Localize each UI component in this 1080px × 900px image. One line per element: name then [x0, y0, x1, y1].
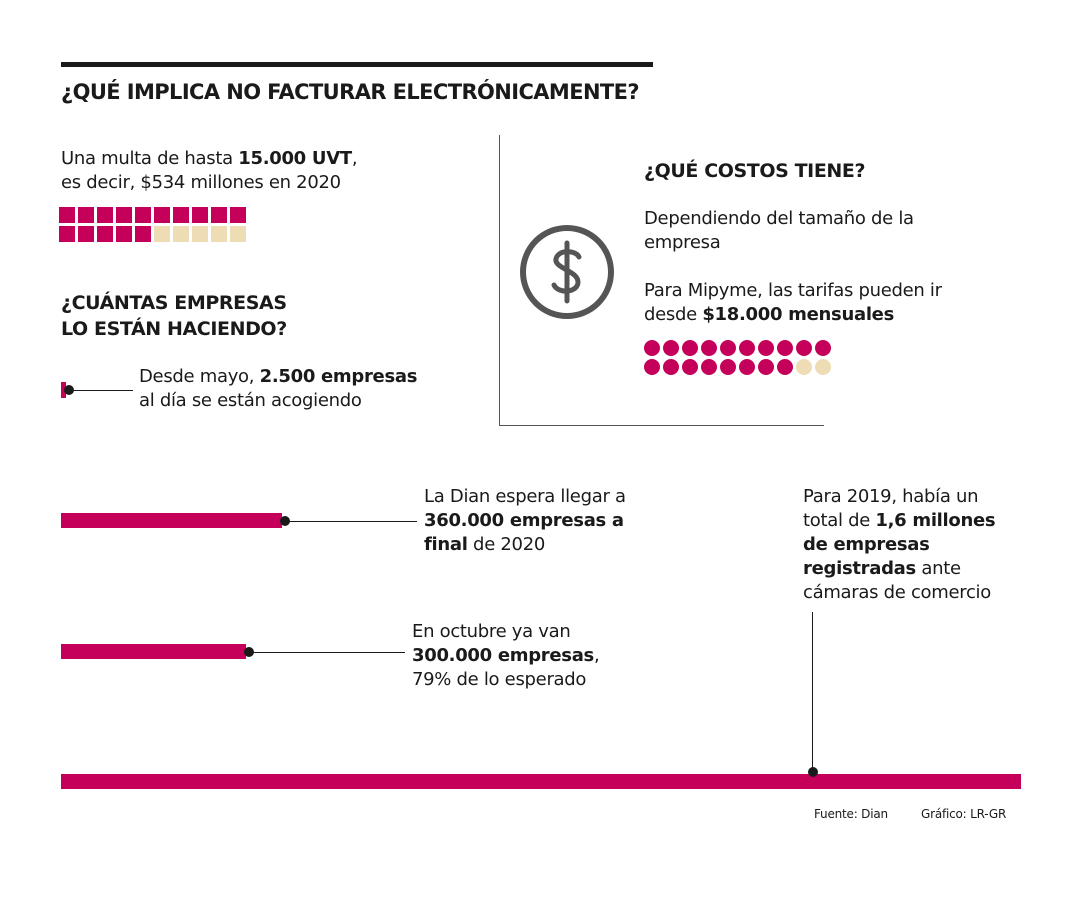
- fine-square-filled: [59, 207, 75, 223]
- companies-heading-line1: ¿CUÁNTAS EMPRESAS: [61, 292, 287, 314]
- companies-line2: al día se están acogiendo: [139, 390, 362, 411]
- registered-line4-bold: registradas: [803, 558, 916, 579]
- fine-square-filled: [78, 207, 94, 223]
- registered-leader: [812, 612, 813, 772]
- goal-text: La Dian espera llegar a 360.000 empresas…: [424, 485, 626, 557]
- daily-companies-leader: [69, 390, 133, 391]
- title-rule: [61, 62, 653, 67]
- companies-amount: 2.500 empresas: [259, 366, 418, 387]
- october-line2-post: ,: [593, 645, 600, 666]
- fine-text: Una multa de hasta 15.000 UVT, es decir,…: [61, 147, 358, 195]
- fine-square-filled: [211, 207, 227, 223]
- cost-dot-filled: [815, 340, 831, 356]
- goal-line2: 360.000 empresas a: [424, 510, 624, 531]
- registered-bar: [61, 774, 1021, 789]
- goal-line1: La Dian espera llegar a: [424, 486, 626, 507]
- goal-bar: [61, 513, 282, 528]
- costs-p2-line1: Para Mipyme, las tarifas pueden ir: [644, 280, 942, 301]
- goal-line3-post: de 2020: [467, 534, 545, 555]
- cost-dot-filled: [682, 340, 698, 356]
- cost-dot-filled: [644, 340, 660, 356]
- credit-label: Gráfico: LR-GR: [921, 807, 1007, 821]
- registered-amount: 1,6 millones: [875, 510, 996, 531]
- fine-line1-pre: Una multa de hasta: [61, 148, 239, 169]
- fine-square-filled: [192, 207, 208, 223]
- cost-dot-filled: [720, 359, 736, 375]
- cost-dot-filled: [758, 359, 774, 375]
- dollar-coin-icon: [520, 225, 614, 319]
- fine-square-filled: [230, 207, 246, 223]
- cost-dot-filled: [644, 359, 660, 375]
- registered-line4-post: ante: [915, 558, 961, 579]
- fine-square-filled: [59, 226, 75, 242]
- costs-box-bottom-border: [499, 425, 824, 426]
- costs-box-left-border: [499, 135, 500, 426]
- costs-p1-line2: empresa: [644, 232, 721, 253]
- fine-square-empty: [173, 226, 189, 242]
- companies-text: Desde mayo, 2.500 empresas al día se est…: [139, 365, 417, 413]
- october-text: En octubre ya van 300.000 empresas, 79% …: [412, 620, 600, 692]
- cost-dot-filled: [720, 340, 736, 356]
- october-amount: 300.000 empresas: [412, 645, 594, 666]
- october-bar: [61, 644, 246, 659]
- fine-square-filled: [173, 207, 189, 223]
- registered-pin: [808, 767, 818, 777]
- cost-dot-filled: [682, 359, 698, 375]
- fine-line1-post: ,: [351, 148, 358, 169]
- cost-dot-filled: [777, 340, 793, 356]
- fine-line2: es decir, $534 millones en 2020: [61, 172, 341, 193]
- cost-dot-filled: [701, 359, 717, 375]
- fine-square-filled: [97, 207, 113, 223]
- page-title: ¿QUÉ IMPLICA NO FACTURAR ELECTRÓNICAMENT…: [61, 80, 640, 104]
- fine-square-filled: [78, 226, 94, 242]
- fine-square-filled: [116, 207, 132, 223]
- fine-square-filled: [97, 226, 113, 242]
- cost-dot-empty: [796, 359, 812, 375]
- costs-p2-line2-pre: desde: [644, 304, 703, 325]
- fine-square-filled: [135, 226, 151, 242]
- fine-amount: 15.000 UVT: [238, 148, 352, 169]
- companies-heading-line2: LO ESTÁN HACIENDO?: [61, 318, 287, 340]
- fine-square-filled: [116, 226, 132, 242]
- cost-dot-filled: [758, 340, 774, 356]
- fine-square-filled: [154, 207, 170, 223]
- daily-companies-bar: [61, 382, 66, 398]
- registered-line1: Para 2019, había un: [803, 486, 979, 507]
- companies-heading: ¿CUÁNTAS EMPRESAS LO ESTÁN HACIENDO?: [61, 290, 287, 342]
- companies-line1-pre: Desde mayo,: [139, 366, 260, 387]
- registered-line3: de empresas: [803, 534, 930, 555]
- cost-dot-empty: [815, 359, 831, 375]
- fine-square-grid: [59, 207, 246, 242]
- fine-square-empty: [211, 226, 227, 242]
- costs-p1-line1: Dependiendo del tamaño de la: [644, 208, 914, 229]
- cost-dot-filled: [663, 340, 679, 356]
- costs-heading: ¿QUÉ COSTOS TIENE?: [644, 160, 866, 182]
- october-line1: En octubre ya van: [412, 621, 571, 642]
- source-label: Fuente: Dian: [814, 807, 888, 821]
- cost-dot-grid: [644, 340, 831, 375]
- costs-paragraph-1: Dependiendo del tamaño de la empresa: [644, 207, 914, 255]
- fine-square-empty: [192, 226, 208, 242]
- fine-square-empty: [230, 226, 246, 242]
- cost-dot-filled: [777, 359, 793, 375]
- cost-dot-filled: [663, 359, 679, 375]
- cost-dot-filled: [739, 340, 755, 356]
- registered-line5: cámaras de comercio: [803, 582, 991, 603]
- goal-leader: [285, 521, 417, 522]
- october-line3: 79% de lo esperado: [412, 669, 587, 690]
- cost-dot-filled: [796, 340, 812, 356]
- fine-square-empty: [154, 226, 170, 242]
- cost-dot-filled: [739, 359, 755, 375]
- registered-text: Para 2019, había un total de 1,6 millone…: [803, 485, 996, 605]
- costs-amount: $18.000 mensuales: [702, 304, 895, 325]
- cost-dot-filled: [701, 340, 717, 356]
- october-leader: [249, 652, 405, 653]
- fine-square-filled: [135, 207, 151, 223]
- registered-line2-pre: total de: [803, 510, 876, 531]
- goal-line3-bold: final: [424, 534, 468, 555]
- costs-paragraph-2: Para Mipyme, las tarifas pueden ir desde…: [644, 279, 942, 327]
